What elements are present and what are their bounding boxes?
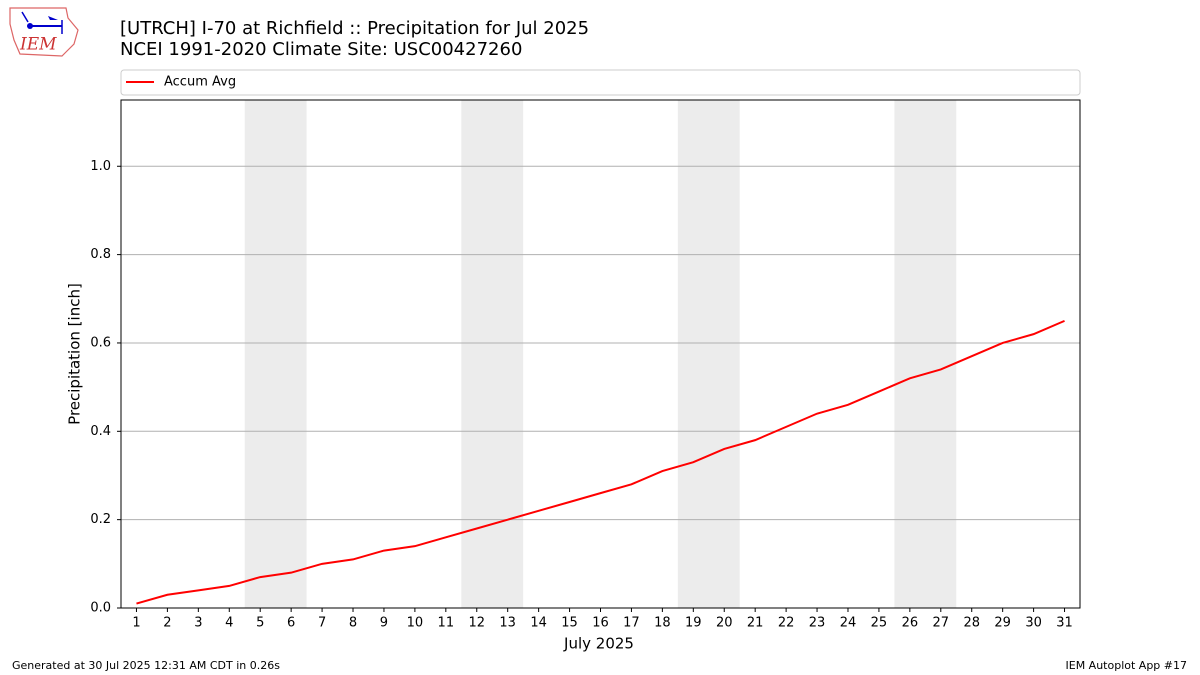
- x-tick-label: 5: [256, 616, 264, 631]
- x-tick-label: 9: [380, 616, 388, 631]
- x-tick-label: 17: [623, 616, 640, 631]
- x-tick-label: 7: [318, 616, 326, 631]
- x-tick-label: 13: [499, 616, 516, 631]
- x-tick-label: 31: [1056, 616, 1073, 631]
- x-tick-label: 30: [1025, 616, 1042, 631]
- x-tick-label: 18: [654, 616, 671, 631]
- x-tick-label: 14: [530, 616, 547, 631]
- logo: IEM: [9, 7, 79, 57]
- x-tick-label: 15: [561, 616, 578, 631]
- x-tick-label: 4: [225, 616, 233, 631]
- weekend-band: [894, 100, 957, 608]
- legend-label: Accum Avg: [164, 75, 236, 90]
- x-tick-label: 2: [163, 616, 171, 631]
- x-tick-label: 28: [963, 616, 980, 631]
- x-tick-label: 25: [871, 616, 888, 631]
- x-tick-label: 10: [407, 616, 424, 631]
- x-tick-label: 16: [592, 616, 609, 631]
- x-tick-label: 8: [349, 616, 357, 631]
- footer-left: Generated at 30 Jul 2025 12:31 AM CDT in…: [12, 659, 280, 672]
- chart-subtitle: NCEI 1991-2020 Climate Site: USC00427260: [120, 39, 522, 60]
- logo-text: IEM: [19, 35, 57, 55]
- x-tick-label: 6: [287, 616, 295, 631]
- x-tick-label: 26: [902, 616, 919, 631]
- x-tick-label: 19: [685, 616, 702, 631]
- x-tick-label: 20: [716, 616, 733, 631]
- x-tick-label: 22: [778, 616, 795, 631]
- x-tick-label: 3: [194, 616, 202, 631]
- chart-title: [UTRCH] I-70 at Richfield :: Precipitati…: [120, 18, 589, 39]
- footer-right: IEM Autoplot App #17: [1066, 659, 1188, 672]
- y-tick-label: 0.0: [90, 601, 111, 616]
- x-tick-label: 29: [994, 616, 1011, 631]
- y-tick-label: 0.8: [90, 247, 111, 262]
- x-tick-label: 12: [468, 616, 485, 631]
- y-tick-label: 0.4: [90, 424, 111, 439]
- x-tick-label: 23: [809, 616, 826, 631]
- line: [136, 319, 1065, 605]
- y-tick-label: 0.6: [90, 335, 111, 350]
- weekend-band: [461, 100, 524, 608]
- x-tick-label: 27: [933, 616, 950, 631]
- legend-box: [120, 69, 1081, 96]
- x-tick-label: 21: [747, 616, 764, 631]
- y-axis-label: Precipitation [inch]: [66, 283, 84, 425]
- weekend-band: [244, 100, 307, 608]
- x-axis-label: July 2025: [563, 635, 634, 653]
- weekend-band: [677, 100, 740, 608]
- y-tick-label: 0.2: [90, 512, 111, 527]
- x-tick-label: 11: [438, 616, 455, 631]
- x-tick-label: 24: [840, 616, 857, 631]
- x-tick-label: 1: [132, 616, 140, 631]
- plot-frame: [120, 99, 1081, 609]
- y-tick-label: 1.0: [90, 159, 111, 174]
